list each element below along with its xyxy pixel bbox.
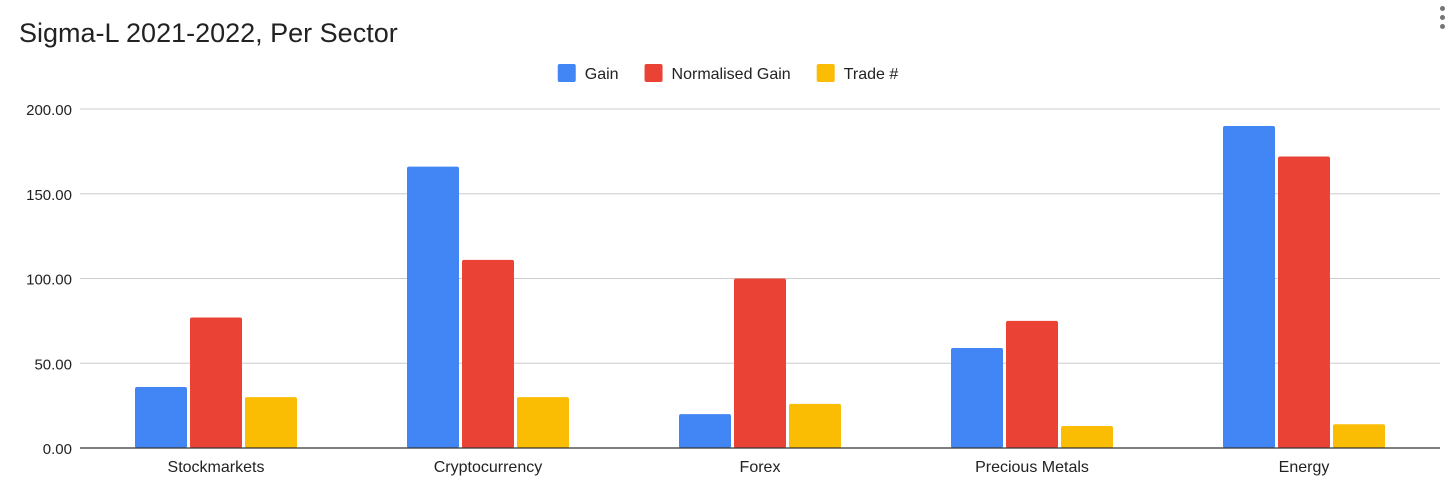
x-tick-label: Forex [740, 459, 781, 476]
bar-gain-cryptocurrency[interactable] [407, 166, 459, 448]
more-options-icon[interactable] [1436, 6, 1448, 38]
bar-trade-stockmarkets[interactable] [245, 397, 297, 448]
legend-label: Normalised Gain [672, 66, 791, 83]
chart-legend: Gain Normalised Gain Trade # [557, 64, 899, 83]
bar-normalised-gain-stockmarkets[interactable] [190, 317, 242, 448]
bar-trade-forex[interactable] [789, 403, 841, 448]
bar-normalised-gain-cryptocurrency[interactable] [462, 259, 514, 448]
x-tick-label: Cryptocurrency [434, 459, 542, 476]
y-tick-label: 150.00 [26, 187, 72, 204]
bar-gain-stockmarkets[interactable] [135, 386, 187, 448]
bar-normalised-gain-precious-metals[interactable] [1006, 320, 1058, 448]
bar-gain-precious-metals[interactable] [951, 347, 1003, 448]
x-tick-label: Stockmarkets [168, 459, 265, 476]
bar-normalised-gain-energy[interactable] [1278, 156, 1330, 448]
bar-gain-forex[interactable] [679, 414, 731, 448]
chart-title: Sigma-L 2021-2022, Per Sector [19, 18, 398, 48]
legend-item[interactable]: Trade # [816, 64, 899, 83]
x-tick-label: Precious Metals [975, 459, 1089, 476]
bar-trade-energy[interactable] [1333, 424, 1385, 448]
x-tick-label: Energy [1279, 459, 1330, 476]
bar-normalised-gain-forex[interactable] [734, 278, 786, 449]
legend-swatch [557, 64, 576, 82]
bar-trade-precious-metals[interactable] [1061, 425, 1113, 448]
legend-item[interactable]: Normalised Gain [644, 64, 791, 83]
x-axis: Stockmarkets Cryptocurrency Forex Precious … [80, 447, 1440, 476]
legend-swatch [816, 64, 835, 82]
y-tick-label: 0.00 [43, 441, 72, 458]
y-tick-label: 50.00 [34, 356, 72, 373]
legend-label: Gain [585, 66, 619, 83]
legend-label: Trade # [844, 66, 899, 83]
y-axis: 0.00 50.00 100.00 150.00 200.00 [26, 102, 72, 458]
legend-item[interactable]: Gain [557, 64, 619, 83]
bar-gain-energy[interactable] [1223, 125, 1275, 448]
y-tick-label: 200.00 [26, 102, 72, 119]
y-tick-label: 100.00 [26, 272, 72, 289]
legend-swatch [644, 64, 663, 82]
bars [135, 125, 1385, 449]
bar-trade-cryptocurrency[interactable] [517, 397, 569, 448]
